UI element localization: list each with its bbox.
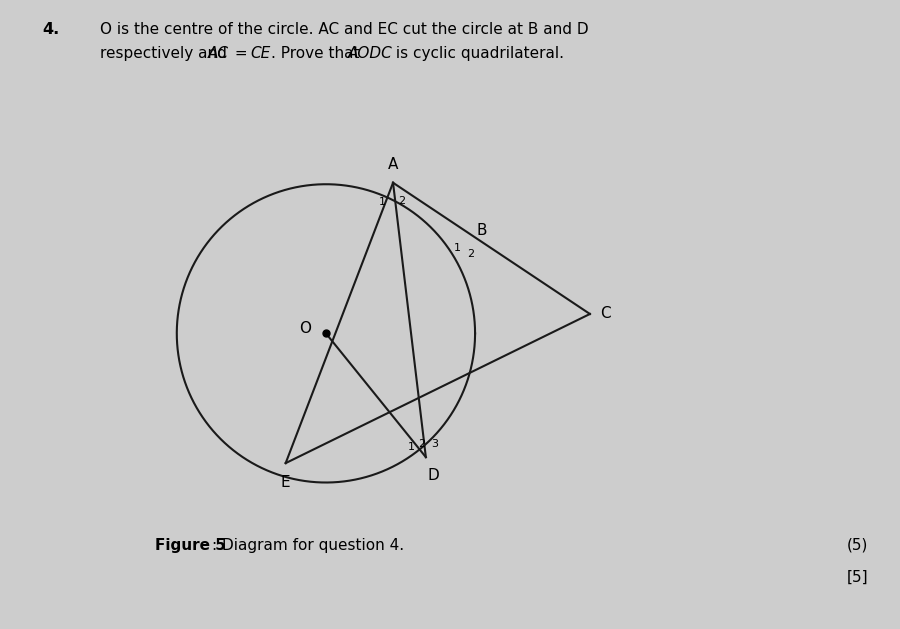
Text: E: E	[281, 475, 291, 490]
Text: (5): (5)	[847, 538, 868, 553]
Text: A: A	[388, 157, 398, 172]
Text: 2: 2	[467, 249, 474, 259]
Text: D: D	[428, 467, 439, 482]
Text: AODC: AODC	[348, 46, 392, 61]
Text: [5]: [5]	[846, 570, 868, 585]
Text: is cyclic quadrilateral.: is cyclic quadrilateral.	[391, 46, 564, 61]
Text: B: B	[477, 223, 487, 238]
Text: AC: AC	[208, 46, 229, 61]
Text: 4.: 4.	[42, 22, 59, 37]
Text: 3: 3	[431, 439, 438, 448]
Text: 1: 1	[379, 197, 386, 207]
Text: CE: CE	[250, 46, 270, 61]
Text: 1: 1	[408, 442, 414, 452]
Text: O: O	[299, 321, 311, 337]
Text: 1: 1	[454, 243, 461, 253]
Text: C: C	[600, 306, 611, 321]
Text: 2: 2	[418, 439, 425, 448]
Text: respectively and: respectively and	[100, 46, 232, 61]
Text: =: =	[230, 46, 253, 61]
Text: O is the centre of the circle. AC and EC cut the circle at B and D: O is the centre of the circle. AC and EC…	[100, 22, 589, 37]
Text: Figure 5: Figure 5	[155, 538, 226, 553]
Text: : Diagram for question 4.: : Diagram for question 4.	[212, 538, 404, 553]
Text: . Prove that: . Prove that	[271, 46, 364, 61]
Text: 2: 2	[399, 196, 406, 206]
